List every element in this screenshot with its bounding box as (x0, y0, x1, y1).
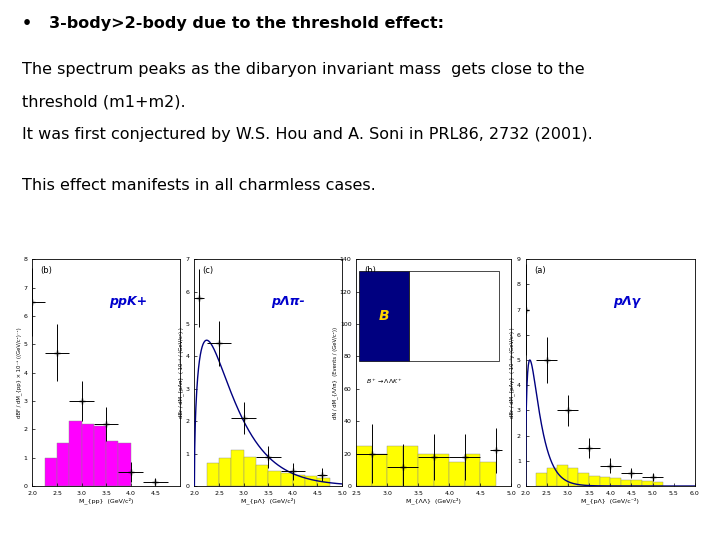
Text: This effect manifests in all charmless cases.: This effect manifests in all charmless c… (22, 178, 375, 193)
Bar (256, 465, 268, 486)
Bar (578, 474, 589, 486)
Bar (546, 468, 557, 486)
Text: pΛπ-: pΛπ- (271, 294, 305, 308)
Bar (465, 454, 480, 486)
Bar (621, 480, 631, 486)
Y-axis label: dN / dM_{ΛΛπ}  (Events / (GeV/c²)): dN / dM_{ΛΛπ} (Events / (GeV/c²)) (333, 327, 338, 418)
Text: (c): (c) (202, 266, 213, 275)
Text: •   3-body>2-body due to the threshold effect:: • 3-body>2-body due to the threshold eff… (22, 16, 444, 31)
Bar (557, 464, 568, 486)
Bar (642, 481, 652, 486)
Bar (652, 482, 663, 486)
Bar (433, 454, 449, 486)
Bar (69, 421, 81, 486)
Bar (268, 471, 281, 486)
Bar (600, 477, 611, 486)
Bar (231, 450, 243, 486)
Bar (293, 475, 305, 486)
Bar (318, 478, 330, 486)
Bar (207, 463, 219, 486)
Bar (281, 473, 293, 486)
Text: It was first conjectured by W.S. Hou and A. Soni in PRL86, 2732 (2001).: It was first conjectured by W.S. Hou and… (22, 127, 593, 142)
X-axis label: M_{pp}  (GeV/c²): M_{pp} (GeV/c²) (79, 497, 133, 504)
X-axis label: M_{pΛ}  (GeV/c²): M_{pΛ} (GeV/c²) (241, 497, 295, 504)
Bar (418, 454, 433, 486)
Bar (387, 446, 403, 486)
Bar (589, 476, 600, 486)
Bar (536, 474, 546, 486)
Text: (b): (b) (40, 266, 52, 275)
Text: pΛγ: pΛγ (613, 294, 641, 308)
X-axis label: M_{ΛΛ}  (GeV/c²): M_{ΛΛ} (GeV/c²) (406, 497, 462, 504)
Bar (480, 462, 496, 486)
Text: threshold (m1+m2).: threshold (m1+m2). (22, 94, 185, 110)
Bar (45, 458, 57, 486)
Bar (119, 443, 131, 486)
Bar (372, 454, 387, 486)
Text: ppK+: ppK+ (109, 294, 148, 308)
Y-axis label: dBr / dM_{pΛπ}  ( 10⁻⁶ / (GeV/c²) ): dBr / dM_{pΛπ} ( 10⁻⁶ / (GeV/c²) ) (179, 327, 184, 418)
Bar (359, 271, 409, 361)
Bar (81, 423, 94, 486)
Bar (107, 441, 119, 486)
Bar (94, 427, 106, 486)
Text: B: B (379, 309, 390, 323)
Bar (449, 462, 465, 486)
Bar (631, 480, 642, 486)
Bar (243, 457, 256, 486)
Bar (409, 271, 499, 361)
Bar (219, 458, 231, 486)
Text: $B^+ \rightarrow \Lambda\Lambda K^+$: $B^+ \rightarrow \Lambda\Lambda K^+$ (366, 377, 402, 386)
Bar (305, 476, 318, 486)
Bar (356, 446, 372, 486)
Text: (a): (a) (534, 266, 546, 275)
Text: The spectrum peaks as the dibaryon invariant mass  gets close to the: The spectrum peaks as the dibaryon invar… (22, 62, 584, 77)
Bar (403, 446, 418, 486)
Y-axis label: dBr / dM_{pΛγ}  ( 10⁻⁶y (GeV/c²) ): dBr / dM_{pΛγ} ( 10⁻⁶y (GeV/c²) ) (510, 327, 516, 418)
Y-axis label: dBF / dM_{pp} × 10⁻⁵ ((GeV/c²)⁻¹): dBF / dM_{pp} × 10⁻⁵ ((GeV/c²)⁻¹) (17, 327, 22, 418)
Bar (611, 478, 621, 486)
Bar (57, 443, 69, 486)
X-axis label: M_{pΛ}  (GeV/c⁻²): M_{pΛ} (GeV/c⁻²) (581, 497, 639, 504)
Bar (568, 468, 578, 486)
Text: (b): (b) (364, 266, 376, 275)
